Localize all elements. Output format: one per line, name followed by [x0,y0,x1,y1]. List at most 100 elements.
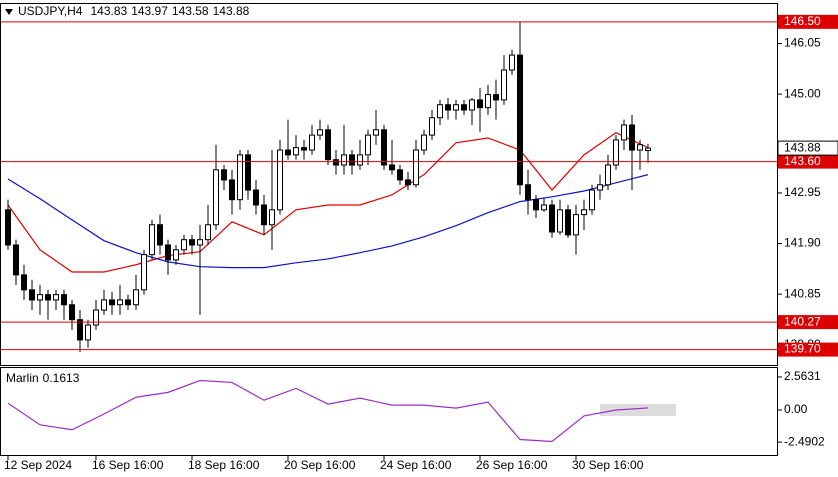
candle-body [405,179,411,186]
oscillator-line [7,379,649,443]
candle-body [293,147,299,156]
candle-body [37,294,43,301]
y-tick-label: 142.95 [784,185,821,199]
y-tick-label: 140.85 [784,286,821,300]
candle-body [117,299,123,306]
chart-title: USDJPY,H4 [18,4,83,18]
candle-body [261,204,267,226]
candle-body [373,129,379,136]
level-label: 143.60 [784,154,821,168]
candle-body [269,209,275,226]
candle-body [341,154,347,166]
candle-body [389,164,395,171]
candle-body [381,129,387,166]
candle-body [77,319,83,341]
candle-body [541,204,547,211]
candle-body [45,294,51,301]
x-tick-label: 12 Sep 2024 [4,458,72,472]
candle-body [509,54,515,71]
x-tick-label: 30 Sep 16:00 [572,458,644,472]
candle-body [141,254,147,291]
candle-body [325,129,331,161]
candle-body [157,224,163,246]
candle-body [605,164,611,186]
candle-body [469,99,475,111]
candle-body [61,294,67,306]
candle-body [93,309,99,326]
candle-body [413,149,419,186]
y-tick-label: 141.90 [784,236,821,250]
candle-body [173,249,179,261]
candle-body [501,69,507,101]
moving-average-line [7,131,649,273]
x-tick-label: 24 Sep 16:00 [380,458,452,472]
candle-body [613,139,619,166]
y-tick-label: -2.4902 [784,434,825,448]
level-label: 146.50 [784,14,821,28]
candle-body [461,104,467,111]
candle-body [397,169,403,181]
candle-body [285,149,291,156]
y-tick-label: 0.00 [784,402,808,416]
candle-body [493,94,499,101]
x-tick-label: 16 Sep 16:00 [92,458,164,472]
candle-body [213,169,219,226]
level-label: 140.27 [784,314,821,328]
candle-body [525,184,531,201]
candle-body [21,274,27,291]
candle-body [349,154,355,166]
candle-body [245,154,251,191]
candle-body [69,304,75,321]
header-close: 143.88 [213,4,250,18]
candle-body [589,189,595,211]
candle-body [229,179,235,201]
y-tick-label: 145.00 [784,86,821,100]
candle-body [573,214,579,236]
candle-body [357,154,363,166]
candle-body [365,134,371,156]
candle-body [429,117,435,136]
candle-body [125,299,131,306]
candle-body [149,224,155,256]
candle-body [205,224,211,241]
candle-body [485,94,491,109]
candle-body [189,239,195,246]
moving-average-line [7,174,649,269]
current-price-box [777,140,838,156]
candle-body [197,239,203,246]
candle-body [237,154,243,201]
y-tick-label: 146.05 [784,36,821,50]
header-low: 143.58 [172,4,209,18]
candle-body [5,209,11,246]
candle-body [637,144,643,151]
indicator-header: Marlin 0.1613 [6,371,80,385]
candle-body [621,124,627,141]
candle-body [85,324,91,341]
candle-body [549,204,555,233]
candle-body [477,99,483,109]
level-label-box [778,315,838,330]
candle-body [629,124,635,151]
chart-header: USDJPY,H4 143.83 143.97 143.58 143.88 [18,4,250,18]
level-label-box [778,154,838,169]
candle-body [13,244,19,276]
candle-body [333,159,339,166]
candle-body [29,289,35,301]
indicator-highlight [600,404,676,416]
indicator-title: Marlin [6,371,39,385]
level-label-box [778,342,838,357]
candle-body [317,129,323,136]
header-open: 143.83 [90,4,127,18]
candle-body [181,239,187,251]
candle-body [557,209,563,233]
level-label: 139.70 [784,342,821,356]
level-label-box [778,14,838,29]
x-tick-label: 18 Sep 16:00 [188,458,260,472]
symbol-menu-arrow [5,9,13,15]
candle-body [421,134,427,151]
main-pane [0,3,778,366]
x-tick-label: 26 Sep 16:00 [476,458,548,472]
x-tick-label: 20 Sep 16:00 [284,458,356,472]
